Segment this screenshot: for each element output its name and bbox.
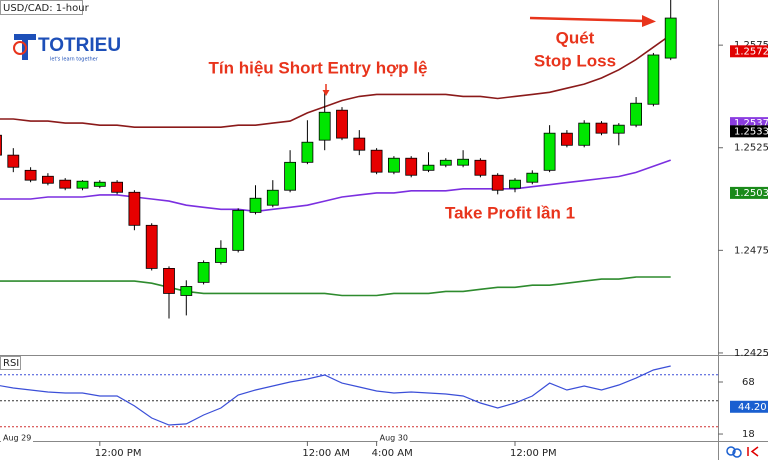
logo-tagline: let's learn together <box>50 57 99 63</box>
candle-body <box>422 164 435 171</box>
candle-body <box>474 159 487 176</box>
y-tick-label: 1.2525 <box>734 143 768 154</box>
rsi-title: RSI <box>3 358 19 369</box>
rsi-tick-label: 18 <box>742 429 755 440</box>
x-tick-label: 12:00 PM <box>510 448 557 459</box>
annotation: Tín hiệu Short Entry hợp lệ <box>209 58 428 77</box>
candle-body <box>370 149 383 173</box>
icon-rewind[interactable] <box>747 446 759 457</box>
price-panel <box>0 0 677 319</box>
candle-body <box>491 174 504 191</box>
candle-body <box>163 268 175 294</box>
stoploss-arrow <box>529 16 645 23</box>
x-tick-label: 12:00 AM <box>302 448 349 459</box>
price-label: 1.2537 <box>734 118 768 129</box>
icon-link[interactable] <box>726 446 736 456</box>
price-label: 1.2533 <box>734 126 768 137</box>
candle-body <box>197 262 210 283</box>
toolbar-icons[interactable] <box>726 446 759 458</box>
symbol: USD/CAD: 1-hour <box>3 3 90 14</box>
candle-body <box>42 175 54 184</box>
candle-body <box>145 224 158 269</box>
candle-body <box>301 141 314 163</box>
candle-body <box>180 286 193 296</box>
candle-body <box>111 181 123 193</box>
candle-body <box>284 161 297 191</box>
band-line <box>0 34 672 128</box>
candle-body <box>266 189 279 206</box>
rsi-current-box <box>730 400 768 413</box>
axes: 1.25751.25251.24751.24251.25721.25371.25… <box>1 40 768 459</box>
symbol-box <box>0 0 83 15</box>
logo-name: TOTRIEU <box>38 35 121 56</box>
candle-body <box>0 134 2 156</box>
price-label-box <box>730 45 768 58</box>
candle-body <box>214 247 227 263</box>
icon-link-2[interactable] <box>732 448 742 458</box>
candle-body <box>387 157 400 173</box>
entry-arrow-head <box>322 90 330 96</box>
candle-body <box>318 111 331 141</box>
annotation-arrows <box>322 15 656 96</box>
candle-body <box>232 209 245 251</box>
candle-body <box>509 179 521 189</box>
candle-body <box>526 172 539 183</box>
date-box <box>377 432 410 443</box>
band-line <box>0 276 671 297</box>
candle-body <box>336 109 348 139</box>
annotation: Quét <box>556 28 595 47</box>
price-label: 1.2503 <box>734 188 768 199</box>
candle-body <box>353 137 366 151</box>
logo-ring <box>13 41 27 55</box>
candle-body <box>128 191 141 226</box>
annotation: Take Profit lần 1 <box>445 203 575 222</box>
stoploss-arrow-head <box>642 15 656 27</box>
x-tick-label: 12:00 PM <box>95 448 142 459</box>
candle-body <box>578 122 591 146</box>
rsi-tick-label: 68 <box>742 377 755 388</box>
price-label-box <box>730 125 768 138</box>
candle-body <box>612 124 625 134</box>
logo: TOTRIEU let's learn together <box>13 34 121 63</box>
y-tick-label: 1.2425 <box>734 348 768 359</box>
candle-body <box>76 180 89 189</box>
candle-body <box>59 179 72 189</box>
candle-body <box>93 181 106 187</box>
price-label: 1.2572 <box>734 46 768 57</box>
x-tick-label: 4:00 AM <box>372 448 413 459</box>
rsi-line <box>0 365 671 426</box>
candle-body <box>630 102 642 126</box>
candle-body <box>249 197 262 213</box>
y-tick-label: 1.2475 <box>734 245 768 256</box>
candle-body <box>543 132 556 171</box>
candle-body <box>561 132 573 146</box>
annotation: Stop Loss <box>534 51 616 70</box>
date-label: Aug 29 <box>3 434 31 443</box>
rsi-current-label: 44.20 <box>738 402 767 413</box>
candle-body <box>595 122 608 134</box>
candle-body <box>7 154 20 168</box>
candle-body <box>457 158 470 166</box>
candle-body <box>405 157 418 176</box>
rsi-title-box <box>0 356 21 370</box>
candle-body <box>24 169 37 181</box>
rsi-panel <box>0 365 718 428</box>
band-line <box>0 159 671 213</box>
candle-body <box>664 17 677 59</box>
price-label-box <box>730 186 768 199</box>
date-box <box>1 432 33 443</box>
candle-body <box>647 54 660 105</box>
date-label: Aug 30 <box>380 434 408 443</box>
candle-body <box>439 159 452 166</box>
